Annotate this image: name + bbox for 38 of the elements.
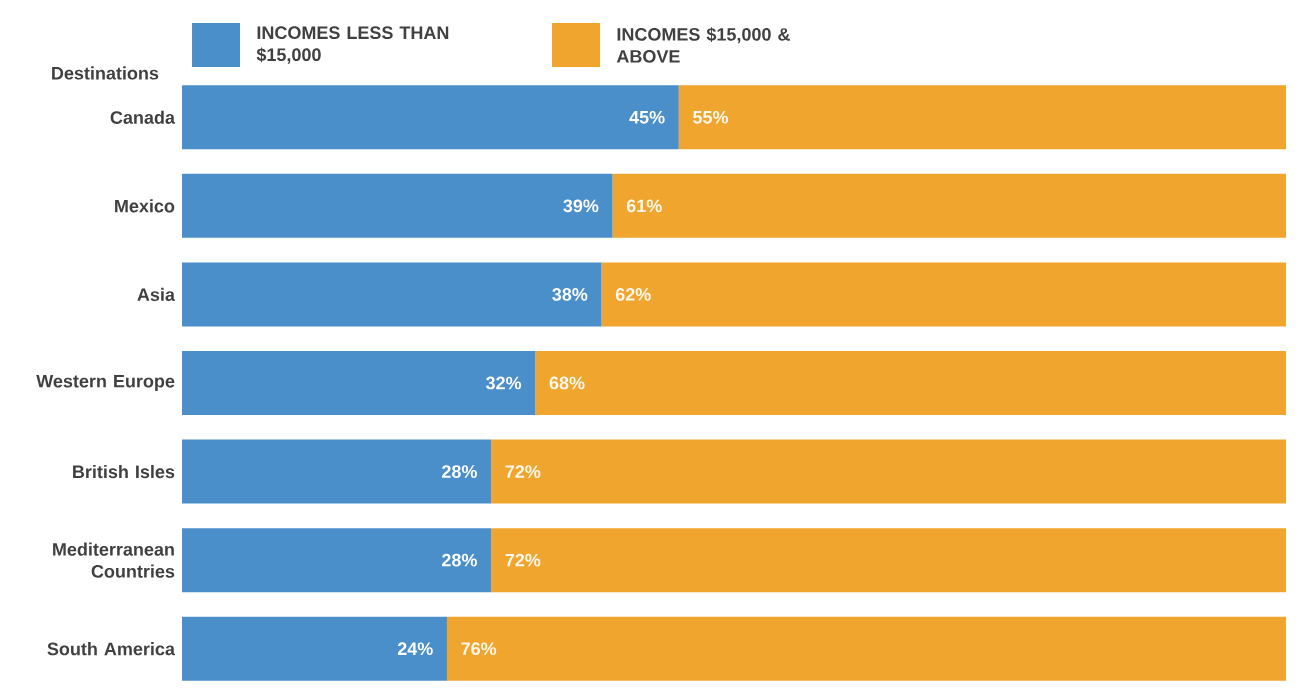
data-label: 72% [505, 465, 541, 478]
data-label: 76% [461, 642, 497, 656]
data-label: 28% [442, 553, 477, 567]
bar [182, 350, 536, 415]
y-tick-label: Canada [110, 110, 176, 124]
bar [182, 85, 679, 150]
data-label: 24% [397, 642, 433, 656]
data-label: 32% [485, 376, 522, 390]
y-tick-label: Mediterranean Countries [53, 542, 175, 578]
bar [612, 173, 1287, 238]
data-label: 72% [505, 553, 541, 567]
bar [182, 439, 492, 504]
data-label: 62% [615, 288, 651, 301]
data-label: 28% [442, 465, 477, 478]
bar [182, 173, 613, 238]
data-label: 45% [629, 110, 665, 124]
data-label: 55% [693, 110, 729, 124]
bar [678, 85, 1287, 150]
bar [182, 528, 492, 593]
y-tick-label: Asia [137, 287, 176, 302]
data-label: 38% [552, 288, 588, 301]
y-tick-label: South America [47, 642, 176, 656]
bar [491, 528, 1287, 593]
bar [535, 350, 1287, 415]
y-tick-label: British Isles [73, 464, 175, 479]
data-label: 61% [626, 199, 662, 213]
bar [491, 439, 1287, 504]
series-label: INCOMES LESS THAN $15,000 [256, 26, 449, 64]
bar [182, 616, 447, 681]
bar [446, 616, 1287, 681]
series-label: INCOMES $15,000 & ABOVE [616, 27, 790, 63]
y-tick-label: Mexico [115, 199, 175, 213]
bar [601, 262, 1287, 327]
bar [182, 262, 602, 327]
y-tick-label: Western Europe [36, 374, 175, 392]
y-axis-title: Destinations [52, 66, 159, 80]
data-label: 68% [549, 376, 585, 390]
data-label: 39% [563, 199, 599, 213]
